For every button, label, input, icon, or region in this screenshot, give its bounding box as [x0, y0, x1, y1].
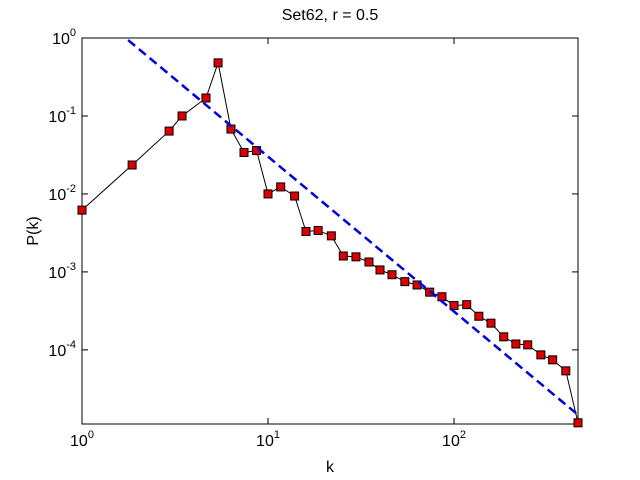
marker	[523, 340, 533, 350]
marker	[127, 160, 137, 170]
marker	[387, 270, 397, 280]
marker	[499, 332, 509, 342]
marker	[213, 58, 223, 68]
marker	[201, 93, 211, 103]
marker	[276, 182, 286, 192]
marker	[400, 277, 410, 287]
marker	[437, 292, 447, 302]
marker	[375, 265, 385, 275]
tick-exponent: -1	[66, 105, 76, 117]
marker	[536, 350, 546, 360]
marker	[449, 301, 459, 311]
marker	[511, 339, 521, 349]
marker	[164, 126, 174, 136]
marker	[474, 311, 484, 321]
marker	[338, 251, 348, 261]
x-tick-label: 101	[256, 429, 280, 450]
marker	[290, 191, 300, 201]
marker	[301, 226, 311, 236]
marker	[548, 355, 558, 365]
y-tick-label: 10-2	[48, 183, 76, 204]
y-tick-label: 100	[52, 27, 76, 48]
tick-exponent: -2	[66, 183, 76, 195]
marker	[561, 366, 571, 376]
marker	[462, 300, 472, 310]
chart-title: Set62, r = 0.5	[282, 7, 379, 24]
tick-exponent: 1	[274, 429, 280, 441]
tick-base: 10	[256, 433, 274, 450]
y-tick-label: 10-4	[48, 339, 76, 360]
marker	[77, 205, 87, 215]
marker	[351, 252, 361, 262]
tick-exponent: -4	[66, 339, 76, 351]
tick-base: 10	[48, 265, 66, 282]
tick-base: 10	[52, 31, 70, 48]
plot-area	[81, 37, 579, 425]
x-axis-label: k	[326, 459, 335, 476]
marker	[313, 225, 323, 235]
marker	[486, 318, 496, 328]
y-axis-label: P(k)	[25, 216, 42, 245]
tick-exponent: 0	[88, 429, 94, 441]
x-tick-label: 100	[70, 429, 94, 450]
tick-exponent: 0	[70, 27, 76, 39]
tick-base: 10	[48, 343, 66, 360]
marker	[326, 231, 336, 241]
tick-exponent: 2	[460, 429, 466, 441]
y-tick-label: 10-1	[48, 105, 76, 126]
marker	[364, 257, 374, 267]
marker	[573, 418, 583, 428]
y-tick-label: 10-3	[48, 261, 76, 282]
marker	[177, 111, 187, 121]
tick-base: 10	[48, 109, 66, 126]
marker	[263, 189, 273, 199]
x-tick-label: 102	[442, 429, 466, 450]
tick-base: 10	[442, 433, 460, 450]
marker	[239, 147, 249, 157]
tick-base: 10	[70, 433, 88, 450]
tick-base: 10	[48, 187, 66, 204]
tick-exponent: -3	[66, 261, 76, 273]
